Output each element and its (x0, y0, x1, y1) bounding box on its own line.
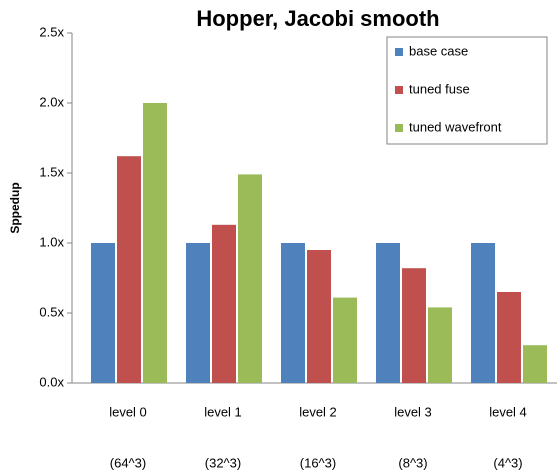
chart-title: Hopper, Jacobi smooth (196, 6, 439, 31)
y-tick-label: 1.5x (39, 164, 64, 179)
legend-swatch (395, 48, 403, 56)
bar (91, 243, 115, 383)
legend-box (386, 36, 548, 145)
bar (428, 307, 452, 383)
legend-swatch (395, 124, 403, 132)
x-tick-sublabel: (4^3) (493, 455, 522, 470)
bar (281, 243, 305, 383)
bar (186, 243, 210, 383)
x-tick-label: level 4 (489, 404, 527, 419)
x-tick-sublabel: (16^3) (300, 455, 336, 470)
x-tick-label: level 3 (394, 404, 432, 419)
bar (333, 297, 357, 383)
y-axis-label: Sppedup (8, 182, 22, 233)
legend-swatch (395, 86, 403, 94)
y-tick-label: 1.0x (39, 234, 64, 249)
x-tick-label: level 1 (204, 404, 242, 419)
bar (523, 345, 547, 383)
x-tick-label: level 2 (299, 404, 337, 419)
y-tick-label: 0.5x (39, 304, 64, 319)
bar (497, 292, 521, 383)
bar (143, 103, 167, 383)
bar (307, 250, 331, 383)
legend-label: tuned fuse (409, 81, 470, 96)
x-tick-sublabel: (8^3) (398, 455, 427, 470)
y-tick-label: 2.5x (39, 24, 64, 39)
bar (212, 224, 236, 383)
x-tick-label: level 0 (109, 404, 147, 419)
y-tick-label: 0.0x (39, 374, 64, 389)
y-tick-label: 2.0x (39, 94, 64, 109)
bar (117, 156, 141, 383)
bar (376, 243, 400, 383)
x-tick-sublabel: (64^3) (110, 455, 146, 470)
bar (402, 268, 426, 383)
x-tick-sublabel: (32^3) (205, 455, 241, 470)
bar (471, 243, 495, 383)
legend-label: base case (409, 43, 468, 58)
bar (238, 174, 262, 383)
legend-label: tuned wavefront (409, 119, 502, 134)
